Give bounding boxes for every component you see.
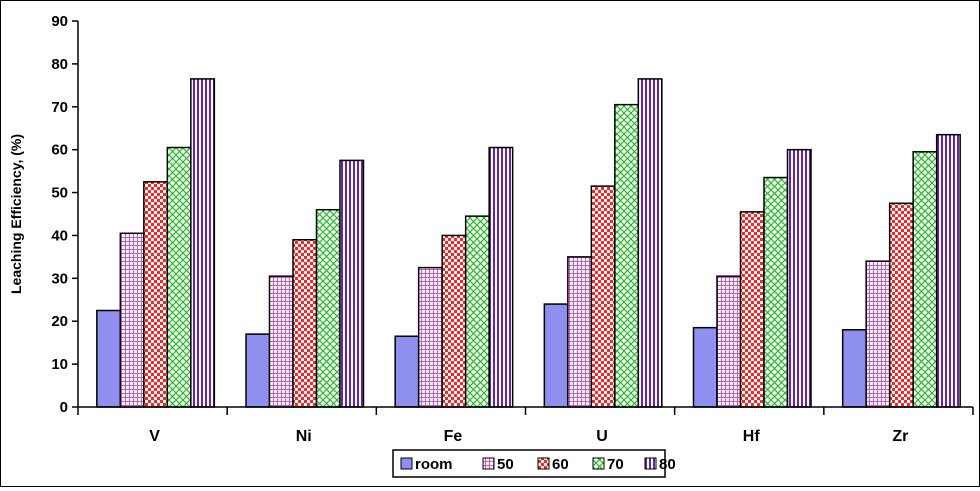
bar-U-80 <box>637 78 663 408</box>
bar-Fe-80 <box>488 146 514 408</box>
bar-Zr-60 <box>888 202 914 408</box>
bar-Ni-room <box>245 333 271 408</box>
bar-U-60 <box>590 185 616 408</box>
legend-label-80: 80 <box>659 456 676 473</box>
x-tick-label: V <box>149 428 160 445</box>
legend-swatch-70 <box>592 457 605 470</box>
x-tick-label: Hf <box>743 428 761 445</box>
bar-Hf-70 <box>763 176 789 408</box>
x-tick-label: U <box>596 428 608 445</box>
bar-V-50 <box>119 232 145 408</box>
bar-Zr-50 <box>865 260 891 408</box>
y-tick-label: 90 <box>51 13 68 30</box>
bar-Ni-70 <box>315 208 341 408</box>
y-tick-label: 20 <box>51 313 68 330</box>
y-tick-label: 0 <box>60 399 68 416</box>
bar-Fe-50 <box>417 266 443 408</box>
bar-V-80 <box>190 78 216 408</box>
x-tick-label: Ni <box>296 428 312 445</box>
bar-Zr-room <box>841 329 867 408</box>
legend: room 50 60 70 80 <box>392 449 676 478</box>
bar-V-room <box>96 309 122 408</box>
x-tick-label: Zr <box>892 428 908 445</box>
legend-swatch-60 <box>537 457 550 470</box>
legend-label-room: room <box>415 456 453 473</box>
legend-label-60: 60 <box>552 456 569 473</box>
bar-Ni-50 <box>268 275 294 408</box>
legend-swatch-room <box>400 457 413 470</box>
bars <box>96 78 961 408</box>
bar-U-room <box>543 303 569 408</box>
y-tick-label: 80 <box>51 56 68 73</box>
bar-Hf-60 <box>739 211 765 408</box>
y-tick-label: 70 <box>51 99 68 116</box>
bar-Hf-80 <box>786 148 812 408</box>
legend-swatch-50 <box>482 457 495 470</box>
legend-label-70: 70 <box>607 456 624 473</box>
bar-U-50 <box>567 256 593 408</box>
y-axis: 0 10 20 30 40 50 60 70 80 90 <box>51 13 79 416</box>
y-tick-label: 10 <box>51 356 68 373</box>
y-tick-label: 40 <box>51 227 68 244</box>
y-tick-label: 50 <box>51 185 68 202</box>
y-tick-label: 30 <box>51 270 68 287</box>
legend-label-50: 50 <box>497 456 514 473</box>
legend-box <box>392 449 666 478</box>
bar-V-60 <box>143 181 169 408</box>
bar-Ni-60 <box>292 238 318 408</box>
bar-Hf-room <box>692 326 718 408</box>
bar-U-70 <box>614 103 640 408</box>
bar-V-70 <box>166 146 192 408</box>
x-axis: V Ni Fe U Hf Zr <box>77 406 974 445</box>
legend-swatch-80 <box>644 457 657 470</box>
y-axis-label: Leaching Efficiency, (%) <box>8 134 24 294</box>
bar-Zr-70 <box>912 151 938 408</box>
bar-Fe-70 <box>464 215 490 408</box>
bar-Fe-60 <box>441 234 467 408</box>
bar-Ni-80 <box>339 159 365 408</box>
bar-Hf-50 <box>716 275 742 408</box>
bar-Fe-room <box>394 335 420 408</box>
x-tick-label: Fe <box>444 428 463 445</box>
y-tick-label: 60 <box>51 142 68 159</box>
bar-Zr-80 <box>935 133 961 408</box>
